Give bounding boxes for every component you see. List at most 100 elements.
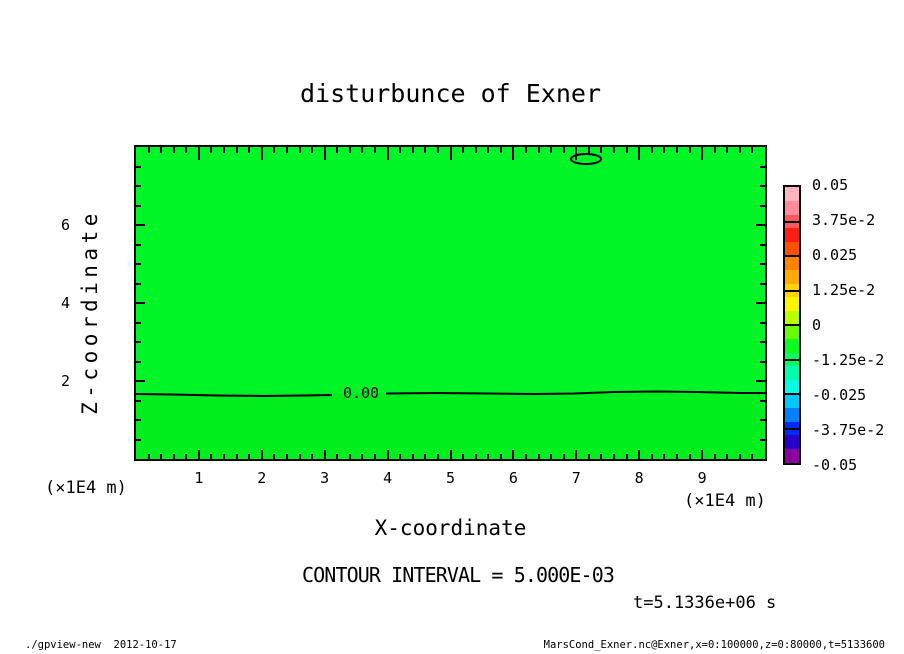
x-minor-tick — [487, 454, 489, 459]
colorbar-step — [785, 311, 799, 326]
x-minor-tick — [462, 147, 464, 153]
x-tick-label: 5 — [445, 469, 456, 487]
z-minor-tick — [760, 400, 765, 402]
colorbar-step — [785, 380, 799, 395]
x-minor-tick — [160, 454, 162, 459]
x-minor-tick — [374, 147, 376, 153]
x-minor-tick — [424, 454, 426, 459]
plot-area: 0.00 — [134, 145, 767, 461]
page-title: disturbunce of Exner — [299, 79, 602, 108]
colorbar-step — [785, 407, 799, 423]
x-minor-tick — [248, 147, 250, 153]
x-minor-tick — [663, 454, 665, 459]
x-minor-tick — [349, 454, 351, 459]
x-minor-tick — [651, 147, 653, 153]
x-minor-tick — [676, 147, 678, 153]
x-minor-tick — [475, 147, 477, 153]
x-major-tick — [512, 147, 514, 160]
footer-file-text: MarsCond_Exner.nc@Exner,x=0:100000,z=0:8… — [543, 639, 885, 651]
field-fill-above-zero — [136, 147, 765, 393]
x-major-tick — [450, 450, 452, 459]
x-minor-tick — [550, 454, 552, 459]
zero-contour-line — [136, 153, 765, 398]
colorbar-tick — [785, 393, 799, 395]
x-major-tick — [387, 147, 389, 160]
x-minor-tick — [525, 147, 527, 153]
z-minor-tick — [760, 244, 765, 246]
x-minor-tick — [525, 454, 527, 459]
z-minor-tick — [136, 166, 141, 168]
z-minor-tick — [136, 283, 141, 285]
z-minor-tick — [136, 400, 141, 402]
x-major-tick — [638, 147, 640, 160]
x-minor-tick — [437, 454, 439, 459]
zero-contour-label: 0.00 — [342, 384, 380, 402]
colorbar-step — [785, 228, 799, 243]
x-minor-tick — [626, 454, 628, 459]
x-minor-tick — [412, 454, 414, 459]
y-tick-label: 6 — [60, 216, 70, 234]
x-minor-tick — [500, 147, 502, 153]
colorbar-tick — [785, 428, 799, 430]
x-minor-tick — [563, 147, 565, 153]
x-minor-tick — [412, 147, 414, 153]
z-minor-tick — [136, 361, 141, 363]
x-minor-tick — [751, 147, 753, 153]
colorbar-tick — [785, 324, 799, 326]
colorbar-step — [785, 394, 799, 409]
x-major-tick — [198, 450, 200, 459]
colorbar-tick — [785, 255, 799, 257]
x-major-tick — [638, 450, 640, 459]
colorbar-step — [785, 269, 799, 285]
x-minor-tick — [361, 147, 363, 153]
colorbar-step — [785, 325, 799, 340]
y-axis-title: Z-coordinate — [78, 209, 102, 415]
x-minor-tick — [726, 454, 728, 459]
x-major-tick — [575, 450, 577, 459]
x-minor-tick — [148, 147, 150, 153]
x-minor-tick — [588, 147, 590, 153]
z-minor-tick — [136, 263, 141, 265]
x-minor-tick — [299, 454, 301, 459]
x-minor-tick — [714, 454, 716, 459]
z-minor-tick — [760, 341, 765, 343]
x-minor-tick — [714, 147, 716, 153]
x-major-tick — [387, 450, 389, 459]
x-minor-tick — [424, 147, 426, 153]
x-minor-tick — [148, 454, 150, 459]
colorbar-tick-label: 0.025 — [812, 246, 858, 264]
x-minor-tick — [173, 147, 175, 153]
colorbar-step — [785, 187, 799, 202]
x-minor-tick — [236, 454, 238, 459]
x-minor-tick — [210, 147, 212, 153]
x-minor-tick — [726, 147, 728, 153]
y-tick-label: 4 — [60, 294, 70, 312]
colorbar-tick — [785, 359, 799, 361]
x-minor-tick — [286, 147, 288, 153]
x-minor-tick — [689, 147, 691, 153]
x-tick-label: 4 — [383, 469, 393, 487]
x-minor-tick — [739, 147, 741, 153]
x-minor-tick — [600, 454, 602, 459]
colorbar-step — [785, 256, 799, 271]
z-minor-tick — [136, 341, 141, 343]
x-minor-tick — [399, 147, 401, 153]
x-minor-tick — [361, 454, 363, 459]
x-major-tick — [512, 450, 514, 459]
x-minor-tick — [349, 147, 351, 153]
x-minor-tick — [739, 454, 741, 459]
x-minor-tick — [173, 454, 175, 459]
z-minor-tick — [760, 439, 765, 441]
x-minor-tick — [286, 454, 288, 459]
colorbar-tick-label: 1.25e-2 — [812, 281, 876, 299]
x-major-tick — [261, 147, 263, 160]
colorbar-tick-label: 0 — [812, 316, 822, 334]
colorbar-step — [785, 449, 799, 464]
z-major-tick — [756, 302, 765, 304]
x-minor-tick — [563, 454, 565, 459]
x-minor-tick — [462, 454, 464, 459]
x-tick-label: 3 — [320, 469, 330, 487]
x-minor-tick — [626, 147, 628, 153]
x-tick-label: 2 — [257, 469, 267, 487]
contour-interval-text: CONTOUR INTERVAL = 5.000E-03 — [302, 563, 615, 587]
